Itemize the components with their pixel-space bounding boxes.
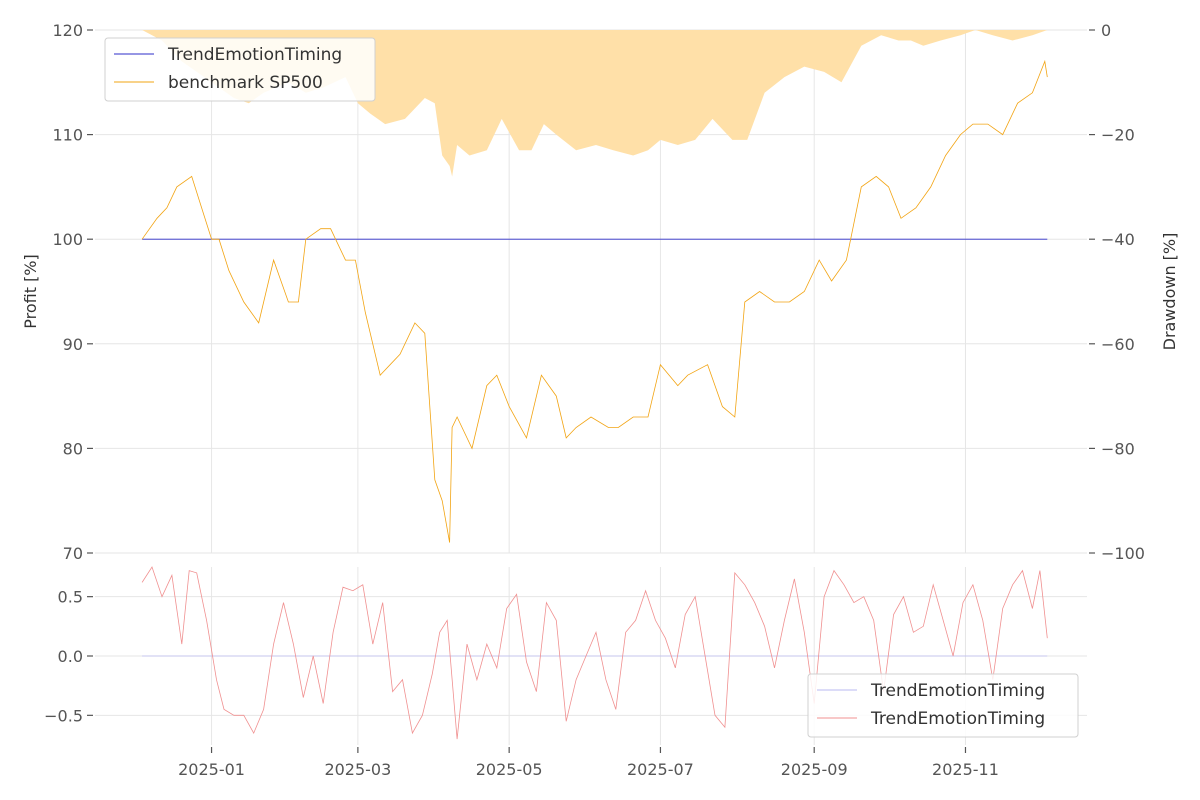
legend-label-signal: TrendEmotionTiming [870,709,1045,729]
drawdown-tick-label: 0 [1101,21,1111,40]
profit-lines-layer [141,59,1048,543]
profit-tick-label: 100 [52,230,83,249]
axes-layer: 70 80 90 100 110 120 0 −20 −40 −60 −80 −100 0.5 0.0 −0… [44,21,1145,779]
x-tick-label: 2025-01 [178,760,245,779]
profit-line-benchmark-sp500 [141,59,1048,543]
profit-tick-label: 70 [63,544,83,563]
sentiment-signal-line [141,566,1048,740]
drawdown-tick-label: −80 [1101,439,1135,458]
sentiment-tick-label: 0.5 [58,588,83,607]
profit-tick-label: 90 [63,335,83,354]
profit-legend: TrendEmotionTiming benchmark SP500 [104,37,376,102]
sentiment-legend-box [807,673,1079,738]
x-tick-label: 2025-03 [324,760,391,779]
sentiment-tick-label: 0.0 [58,647,83,666]
legend-label-signal-baseline: TrendEmotionTiming [870,681,1045,701]
profit-tick-label: 120 [52,21,83,40]
drawdown-tick-label: −40 [1101,230,1135,249]
x-tick-label: 2025-07 [627,760,694,779]
x-tick-label: 2025-05 [476,760,543,779]
sentiment-tick-label: −0.5 [44,706,83,725]
sentiment-lines-layer [141,566,1048,740]
profit-tick-label: 110 [52,126,83,145]
legend-label-benchmark: benchmark SP500 [168,73,323,93]
x-tick-label: 2025-11 [932,760,999,779]
drawdown-tick-label: −20 [1101,126,1135,145]
drawdown-tick-label: −100 [1101,544,1145,563]
x-tick-label: 2025-09 [781,760,848,779]
sentiment-legend: TrendEmotionTiming TrendEmotionTiming [807,673,1079,738]
profit-legend-box [104,37,376,102]
drawdown-tick-label: −60 [1101,335,1135,354]
drawdown-axis-title: Drawdown [%] [1160,233,1179,351]
profit-axis-title: Profit [%] [21,254,40,329]
legend-label-trendemotiontiming: TrendEmotionTiming [167,45,342,65]
profit-tick-label: 80 [63,439,83,458]
